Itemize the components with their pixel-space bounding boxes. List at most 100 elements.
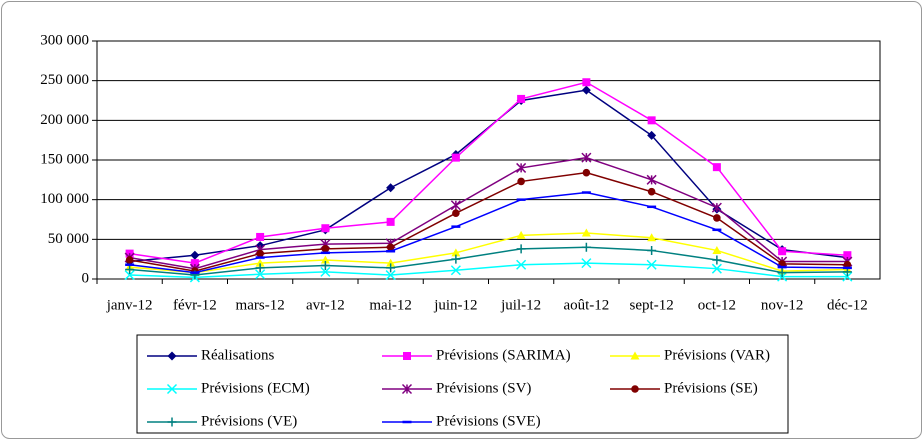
legend-label: Réalisations <box>201 347 274 363</box>
marker <box>320 255 330 264</box>
marker <box>451 153 460 162</box>
marker <box>778 247 787 256</box>
y-tick-label: 200 000 <box>40 112 89 128</box>
marker <box>385 270 396 281</box>
series-line <box>129 171 848 272</box>
series-line <box>129 246 848 276</box>
series-line <box>129 232 848 274</box>
marker <box>712 255 722 265</box>
x-tick-label: mai-12 <box>369 297 412 313</box>
marker <box>843 251 852 260</box>
legend-label: Prévisions (SV) <box>436 380 531 396</box>
x-tick-label: mars-12 <box>236 297 285 313</box>
marker <box>125 256 134 264</box>
marker <box>581 152 592 163</box>
x-tick-label: sept-12 <box>630 297 674 313</box>
marker <box>711 263 722 274</box>
marker <box>320 261 330 271</box>
marker <box>712 245 722 254</box>
marker <box>451 248 461 257</box>
marker <box>386 258 396 267</box>
marker <box>386 243 395 252</box>
x-tick-label: avr-12 <box>306 297 345 313</box>
y-tick-label: 50 000 <box>48 231 89 247</box>
legend-label: Prévisions (VE) <box>201 413 297 429</box>
marker <box>647 187 656 196</box>
marker <box>403 352 411 360</box>
marker <box>516 230 526 239</box>
marker <box>321 224 330 233</box>
marker <box>630 351 640 360</box>
x-tick-label: janv-12 <box>106 297 153 313</box>
x-tick-label: août-12 <box>563 297 609 313</box>
chart-frame <box>1 1 922 439</box>
y-tick-label: 0 <box>82 270 90 286</box>
x-tick-label: déc-12 <box>827 297 868 313</box>
marker <box>167 351 177 361</box>
marker <box>386 217 395 226</box>
marker <box>647 245 657 255</box>
marker <box>711 202 722 213</box>
marker <box>843 260 852 269</box>
marker <box>647 116 656 125</box>
marker <box>647 233 657 242</box>
marker <box>581 258 592 269</box>
marker <box>167 417 177 427</box>
marker <box>517 177 525 186</box>
marker <box>646 259 657 270</box>
marker <box>386 183 396 193</box>
legend-label: Prévisions (SVE) <box>436 413 541 429</box>
marker <box>582 78 591 87</box>
marker <box>255 269 266 280</box>
legend-label: Prévisions (SE) <box>664 380 758 396</box>
marker <box>166 383 178 395</box>
marker <box>321 245 330 253</box>
y-tick-label: 300 000 <box>40 32 89 48</box>
marker <box>450 200 461 211</box>
x-tick-label: juil-12 <box>500 297 541 313</box>
x-tick-label: oct-12 <box>698 297 736 313</box>
marker <box>647 130 657 140</box>
marker <box>190 250 200 260</box>
series-line <box>129 156 848 270</box>
x-tick-label: févr-12 <box>173 297 217 313</box>
y-tick-label: 250 000 <box>40 72 89 88</box>
marker <box>582 168 591 177</box>
marker <box>450 265 461 276</box>
marker <box>125 264 135 274</box>
marker <box>842 271 853 282</box>
marker <box>581 228 591 237</box>
x-tick-label: nov-12 <box>761 297 804 313</box>
y-tick-label: 100 000 <box>40 191 89 207</box>
marker <box>255 258 265 267</box>
marker <box>124 270 135 281</box>
series-line <box>129 81 848 264</box>
marker <box>320 266 331 277</box>
marker <box>646 174 657 185</box>
marker <box>256 232 265 241</box>
marker <box>516 162 527 173</box>
legend-label: Prévisions (ECM) <box>201 380 310 396</box>
marker <box>256 249 264 258</box>
series-line <box>129 262 848 279</box>
marker <box>581 85 591 95</box>
marker <box>386 263 396 273</box>
series-line <box>129 191 848 274</box>
marker <box>255 263 265 273</box>
marker <box>581 242 591 252</box>
marker <box>712 163 721 172</box>
marker <box>516 244 526 254</box>
marker <box>401 383 413 395</box>
marker <box>516 259 527 270</box>
x-tick-label: juin-12 <box>433 297 477 313</box>
marker <box>451 254 461 264</box>
marker <box>452 209 460 217</box>
y-tick-label: 150 000 <box>40 151 89 167</box>
marker <box>190 259 199 268</box>
marker <box>777 268 787 278</box>
marker <box>517 94 526 103</box>
marker <box>631 385 639 393</box>
legend-label: Prévisions (SARIMA) <box>436 347 571 363</box>
legend-box <box>136 334 789 434</box>
